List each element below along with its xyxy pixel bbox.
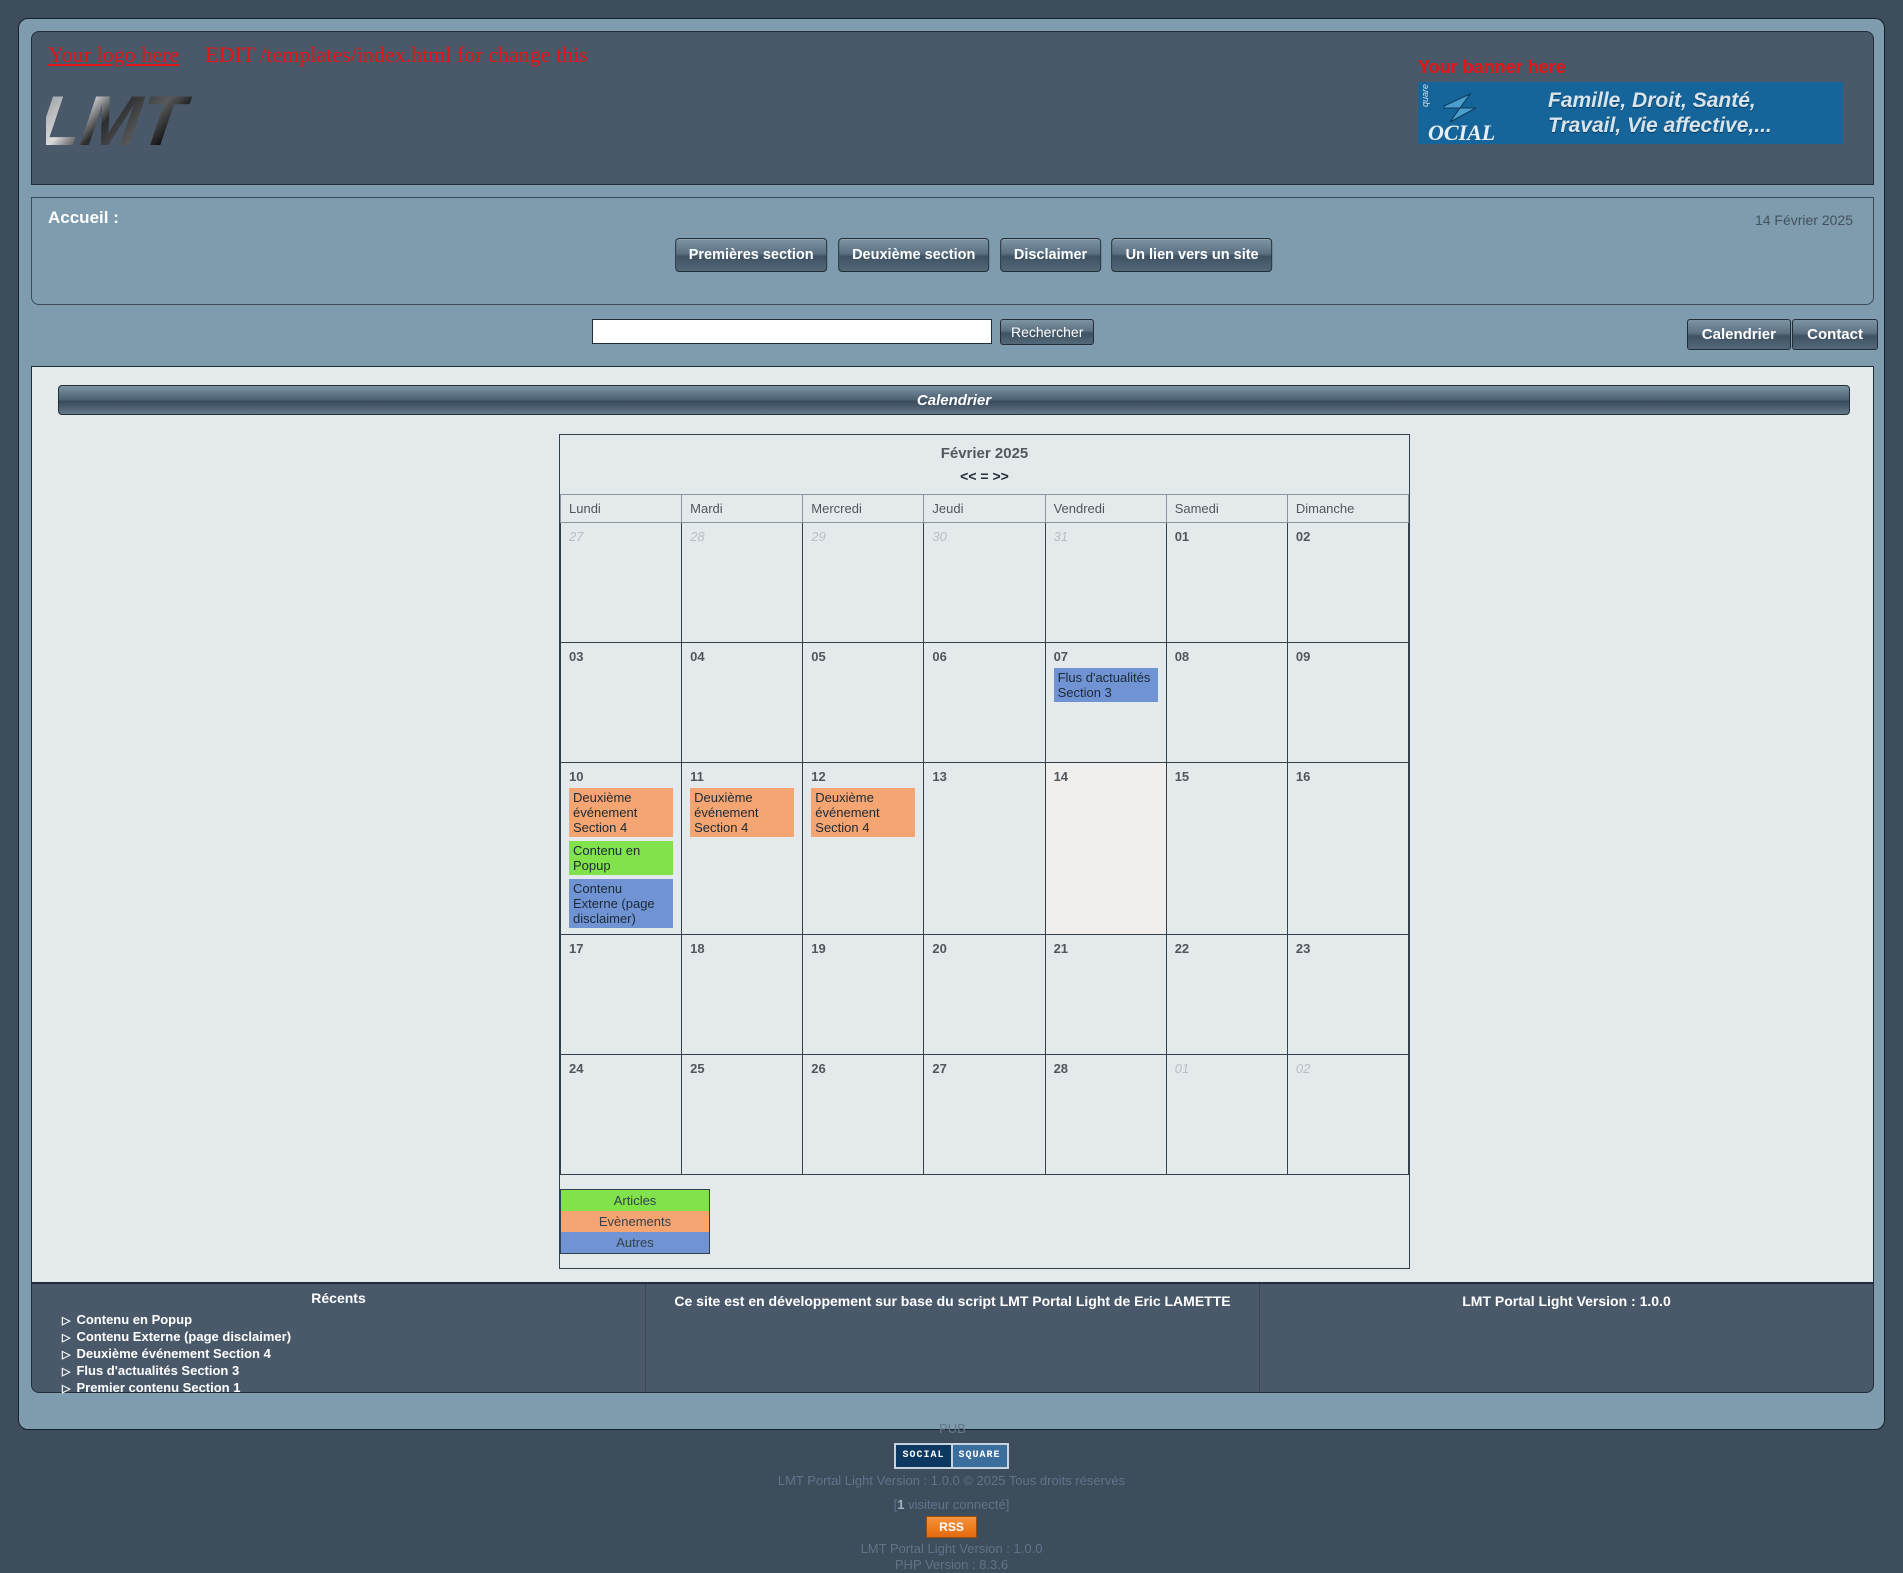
svg-text:LMT: LMT xyxy=(46,82,195,161)
